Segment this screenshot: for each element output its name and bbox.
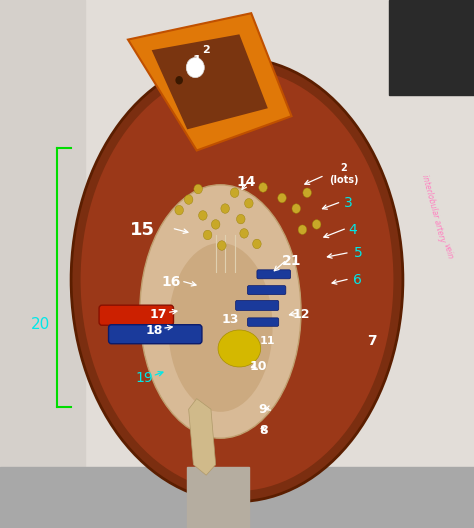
FancyBboxPatch shape [247, 286, 286, 295]
Circle shape [203, 230, 212, 240]
Circle shape [194, 184, 202, 194]
Text: vein: vein [441, 242, 455, 260]
FancyBboxPatch shape [257, 270, 291, 279]
FancyBboxPatch shape [109, 325, 202, 344]
Ellipse shape [140, 185, 301, 438]
Polygon shape [128, 13, 292, 150]
FancyBboxPatch shape [99, 305, 173, 325]
FancyBboxPatch shape [236, 300, 279, 310]
Text: 9: 9 [259, 403, 267, 416]
Bar [0, 467, 474, 528]
Circle shape [245, 199, 253, 208]
Circle shape [230, 188, 239, 197]
Polygon shape [189, 399, 216, 475]
Circle shape [303, 188, 311, 197]
Text: 7: 7 [367, 334, 377, 347]
Circle shape [175, 76, 183, 84]
Text: 3: 3 [344, 196, 353, 210]
Text: 1: 1 [192, 54, 201, 67]
Polygon shape [152, 34, 268, 129]
Text: 21: 21 [282, 254, 301, 268]
Circle shape [175, 205, 183, 215]
Text: 5: 5 [354, 247, 362, 260]
Circle shape [292, 204, 301, 213]
Circle shape [184, 195, 193, 204]
Bar [0, 0, 85, 528]
Text: 10: 10 [250, 361, 267, 373]
Text: 17: 17 [150, 308, 167, 320]
Circle shape [312, 220, 321, 229]
Circle shape [278, 193, 286, 203]
Circle shape [259, 183, 267, 192]
Text: 20: 20 [31, 317, 50, 332]
Circle shape [218, 241, 226, 250]
Ellipse shape [218, 330, 261, 367]
Bar [187, 467, 249, 528]
Bar [389, 0, 474, 95]
Ellipse shape [168, 243, 273, 412]
Text: 16: 16 [161, 276, 180, 289]
Text: 2
(lots): 2 (lots) [329, 164, 358, 185]
Ellipse shape [71, 58, 403, 502]
Bar [76, 0, 474, 528]
Text: 14: 14 [237, 175, 256, 189]
Circle shape [253, 239, 261, 249]
Text: interlobular artery: interlobular artery [420, 174, 447, 243]
Text: 8: 8 [259, 424, 267, 437]
Circle shape [186, 58, 204, 78]
Text: 18: 18 [146, 324, 163, 336]
Circle shape [211, 220, 220, 229]
Text: 15: 15 [130, 221, 155, 239]
Circle shape [240, 229, 248, 238]
Circle shape [221, 204, 229, 213]
Ellipse shape [81, 69, 393, 491]
FancyBboxPatch shape [247, 318, 279, 326]
Text: 2: 2 [202, 45, 210, 55]
Text: 13: 13 [221, 313, 238, 326]
Text: 19: 19 [136, 371, 154, 384]
Circle shape [298, 225, 307, 234]
Text: 4: 4 [349, 223, 357, 237]
Circle shape [237, 214, 245, 224]
Text: 12: 12 [292, 308, 310, 320]
Circle shape [199, 211, 207, 220]
Text: 11: 11 [260, 336, 275, 345]
Text: 6: 6 [354, 273, 362, 287]
